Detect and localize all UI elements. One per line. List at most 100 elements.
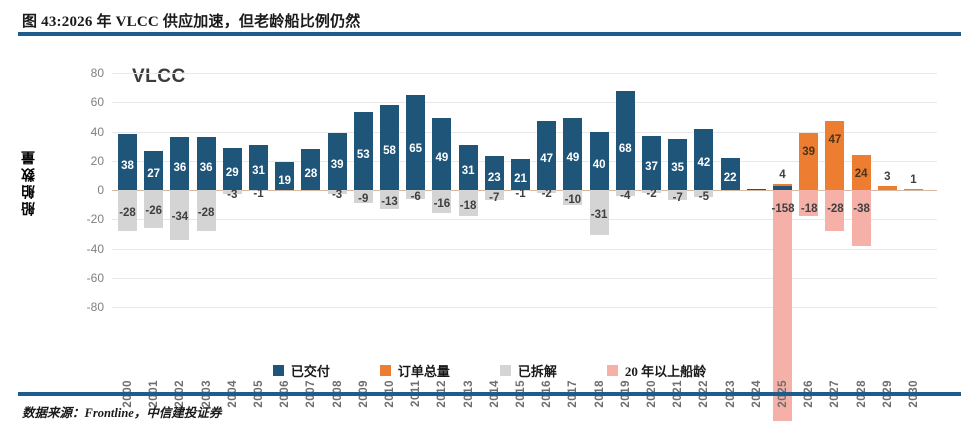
bar-value-label: -6 bbox=[410, 191, 421, 204]
bar-scrapped bbox=[615, 190, 635, 196]
bar-aged bbox=[773, 190, 792, 422]
chart-column: -3 29 bbox=[222, 40, 249, 340]
bar-delivered bbox=[327, 132, 347, 190]
bar-value-label: -26 bbox=[145, 205, 162, 218]
bar-value-label: 29 bbox=[225, 166, 239, 179]
bar-value-label: -38 bbox=[853, 203, 870, 215]
bar-delivered bbox=[222, 147, 242, 190]
bar-orders bbox=[851, 154, 871, 190]
bar-scrapped bbox=[249, 190, 268, 192]
bar-value-label: -13 bbox=[381, 196, 398, 209]
chart-column bbox=[746, 40, 773, 340]
chart-inner-title: VLCC bbox=[132, 66, 186, 87]
legend-item-0[interactable]: 已交付 bbox=[272, 361, 330, 380]
bar-orders bbox=[877, 185, 897, 190]
bar-value-label: 47 bbox=[828, 134, 842, 147]
bar-delivered bbox=[563, 118, 583, 190]
legend-label: 已交付 bbox=[290, 363, 330, 379]
chart-bars: -28 38 -26 27 -34 36 -28 36 -3 29 -1 31 19 28 -3 39 -9 53… bbox=[0, 40, 979, 422]
legend-swatch-icon bbox=[272, 364, 284, 376]
chart-column: -38 24 bbox=[851, 40, 878, 340]
bar-delivered bbox=[537, 121, 557, 190]
gridline bbox=[112, 73, 937, 74]
chart-legend: 已交付 订单总量 已拆解 20 年以上船龄 bbox=[0, 358, 979, 382]
bar-value-label: -28 bbox=[827, 203, 844, 215]
gridline bbox=[112, 307, 937, 308]
y-tick-label: -80 bbox=[86, 300, 104, 314]
bar-delivered bbox=[694, 128, 714, 190]
source-divider bbox=[18, 392, 961, 396]
y-tick-label: 40 bbox=[90, 124, 104, 139]
bar-value-label: -31 bbox=[590, 208, 608, 221]
page-title: 图 43:2026 年 VLCC 供应加速，但老龄船比例仍然 bbox=[22, 14, 361, 30]
bar-scrapped bbox=[589, 190, 609, 236]
bar-delivered bbox=[589, 131, 609, 190]
chart-column: -5 42 bbox=[694, 40, 720, 340]
gridline bbox=[112, 248, 937, 250]
chart-column: -9 53 bbox=[353, 40, 380, 340]
chart-column: -3 39 bbox=[327, 40, 354, 340]
chart-column: -26 27 bbox=[144, 40, 170, 340]
gridline bbox=[112, 131, 937, 133]
bar-value-label: -1 bbox=[515, 187, 526, 200]
gridline bbox=[112, 219, 937, 221]
bar-value-label: 3 bbox=[884, 170, 891, 183]
legend-label: 20 年以上船龄 bbox=[624, 363, 707, 379]
bar-value-label: -1 bbox=[253, 187, 264, 200]
bar-value-label: 31 bbox=[252, 165, 265, 178]
bar-value-label: -3 bbox=[227, 189, 238, 202]
bar-value-label: 68 bbox=[618, 143, 632, 155]
bar-value-label: -3 bbox=[331, 189, 343, 202]
bar-scrapped bbox=[118, 190, 137, 231]
bar-delivered bbox=[249, 144, 268, 190]
bar-scrapped bbox=[511, 190, 530, 192]
chart-column: 19 bbox=[275, 40, 301, 340]
bar-scrapped bbox=[144, 190, 164, 229]
bar-value-label: 23 bbox=[487, 171, 501, 184]
bar-value-label: 1 bbox=[910, 173, 917, 186]
bar-value-label: 42 bbox=[697, 157, 711, 170]
y-tick-label: 80 bbox=[90, 66, 104, 80]
legend-item-2[interactable]: 已拆解 bbox=[499, 361, 557, 380]
bar-value-label: -9 bbox=[358, 193, 369, 206]
legend-label: 订单总量 bbox=[397, 363, 450, 379]
y-tick-label: -40 bbox=[86, 241, 104, 256]
bar-scrapped bbox=[694, 190, 714, 198]
chart-column: -13 58 bbox=[380, 40, 406, 340]
bar-delivered bbox=[511, 159, 530, 190]
bar-delivered bbox=[196, 137, 216, 190]
bar-value-label: -10 bbox=[564, 194, 582, 207]
gridline bbox=[112, 102, 937, 104]
bar-scrapped bbox=[458, 190, 478, 217]
bar-value-label: 19 bbox=[278, 174, 292, 187]
bar-value-label: -7 bbox=[489, 191, 500, 204]
bar-value-label: -34 bbox=[171, 210, 189, 223]
chart-column: -18 31 bbox=[458, 40, 485, 340]
chart-column: -18 39 bbox=[799, 40, 825, 340]
chart-column: -2 47 bbox=[537, 40, 563, 340]
bar-aged bbox=[799, 190, 819, 217]
bar-value-label: 35 bbox=[671, 162, 685, 175]
y-tick-label: 60 bbox=[90, 95, 104, 110]
bar-value-label: 65 bbox=[409, 143, 423, 155]
bar-scrapped bbox=[668, 190, 688, 201]
bar-value-label: -4 bbox=[620, 189, 631, 202]
bar-delivered bbox=[118, 134, 137, 190]
bar-scrapped bbox=[432, 190, 452, 214]
legend-item-1[interactable]: 订单总量 bbox=[379, 361, 450, 380]
bar-scrapped bbox=[170, 190, 190, 240]
bar-delivered bbox=[275, 162, 295, 190]
chart-column: -28 47 bbox=[825, 40, 851, 340]
legend-item-3[interactable]: 20 年以上船龄 bbox=[606, 361, 707, 380]
bar-scrapped bbox=[406, 190, 426, 199]
chart-column: -28 38 bbox=[118, 40, 144, 340]
chart-column: -34 36 bbox=[170, 40, 196, 340]
bar-value-label: 36 bbox=[173, 161, 187, 174]
bar-value-label: -28 bbox=[119, 206, 136, 219]
bar-value-label: 39 bbox=[802, 145, 816, 158]
chart-column: 28 bbox=[301, 40, 327, 340]
bar-value-label: 31 bbox=[461, 165, 475, 178]
bar-orders bbox=[825, 121, 845, 190]
bar-value-label: 47 bbox=[540, 153, 554, 166]
y-tick-label: 0 bbox=[97, 183, 104, 197]
